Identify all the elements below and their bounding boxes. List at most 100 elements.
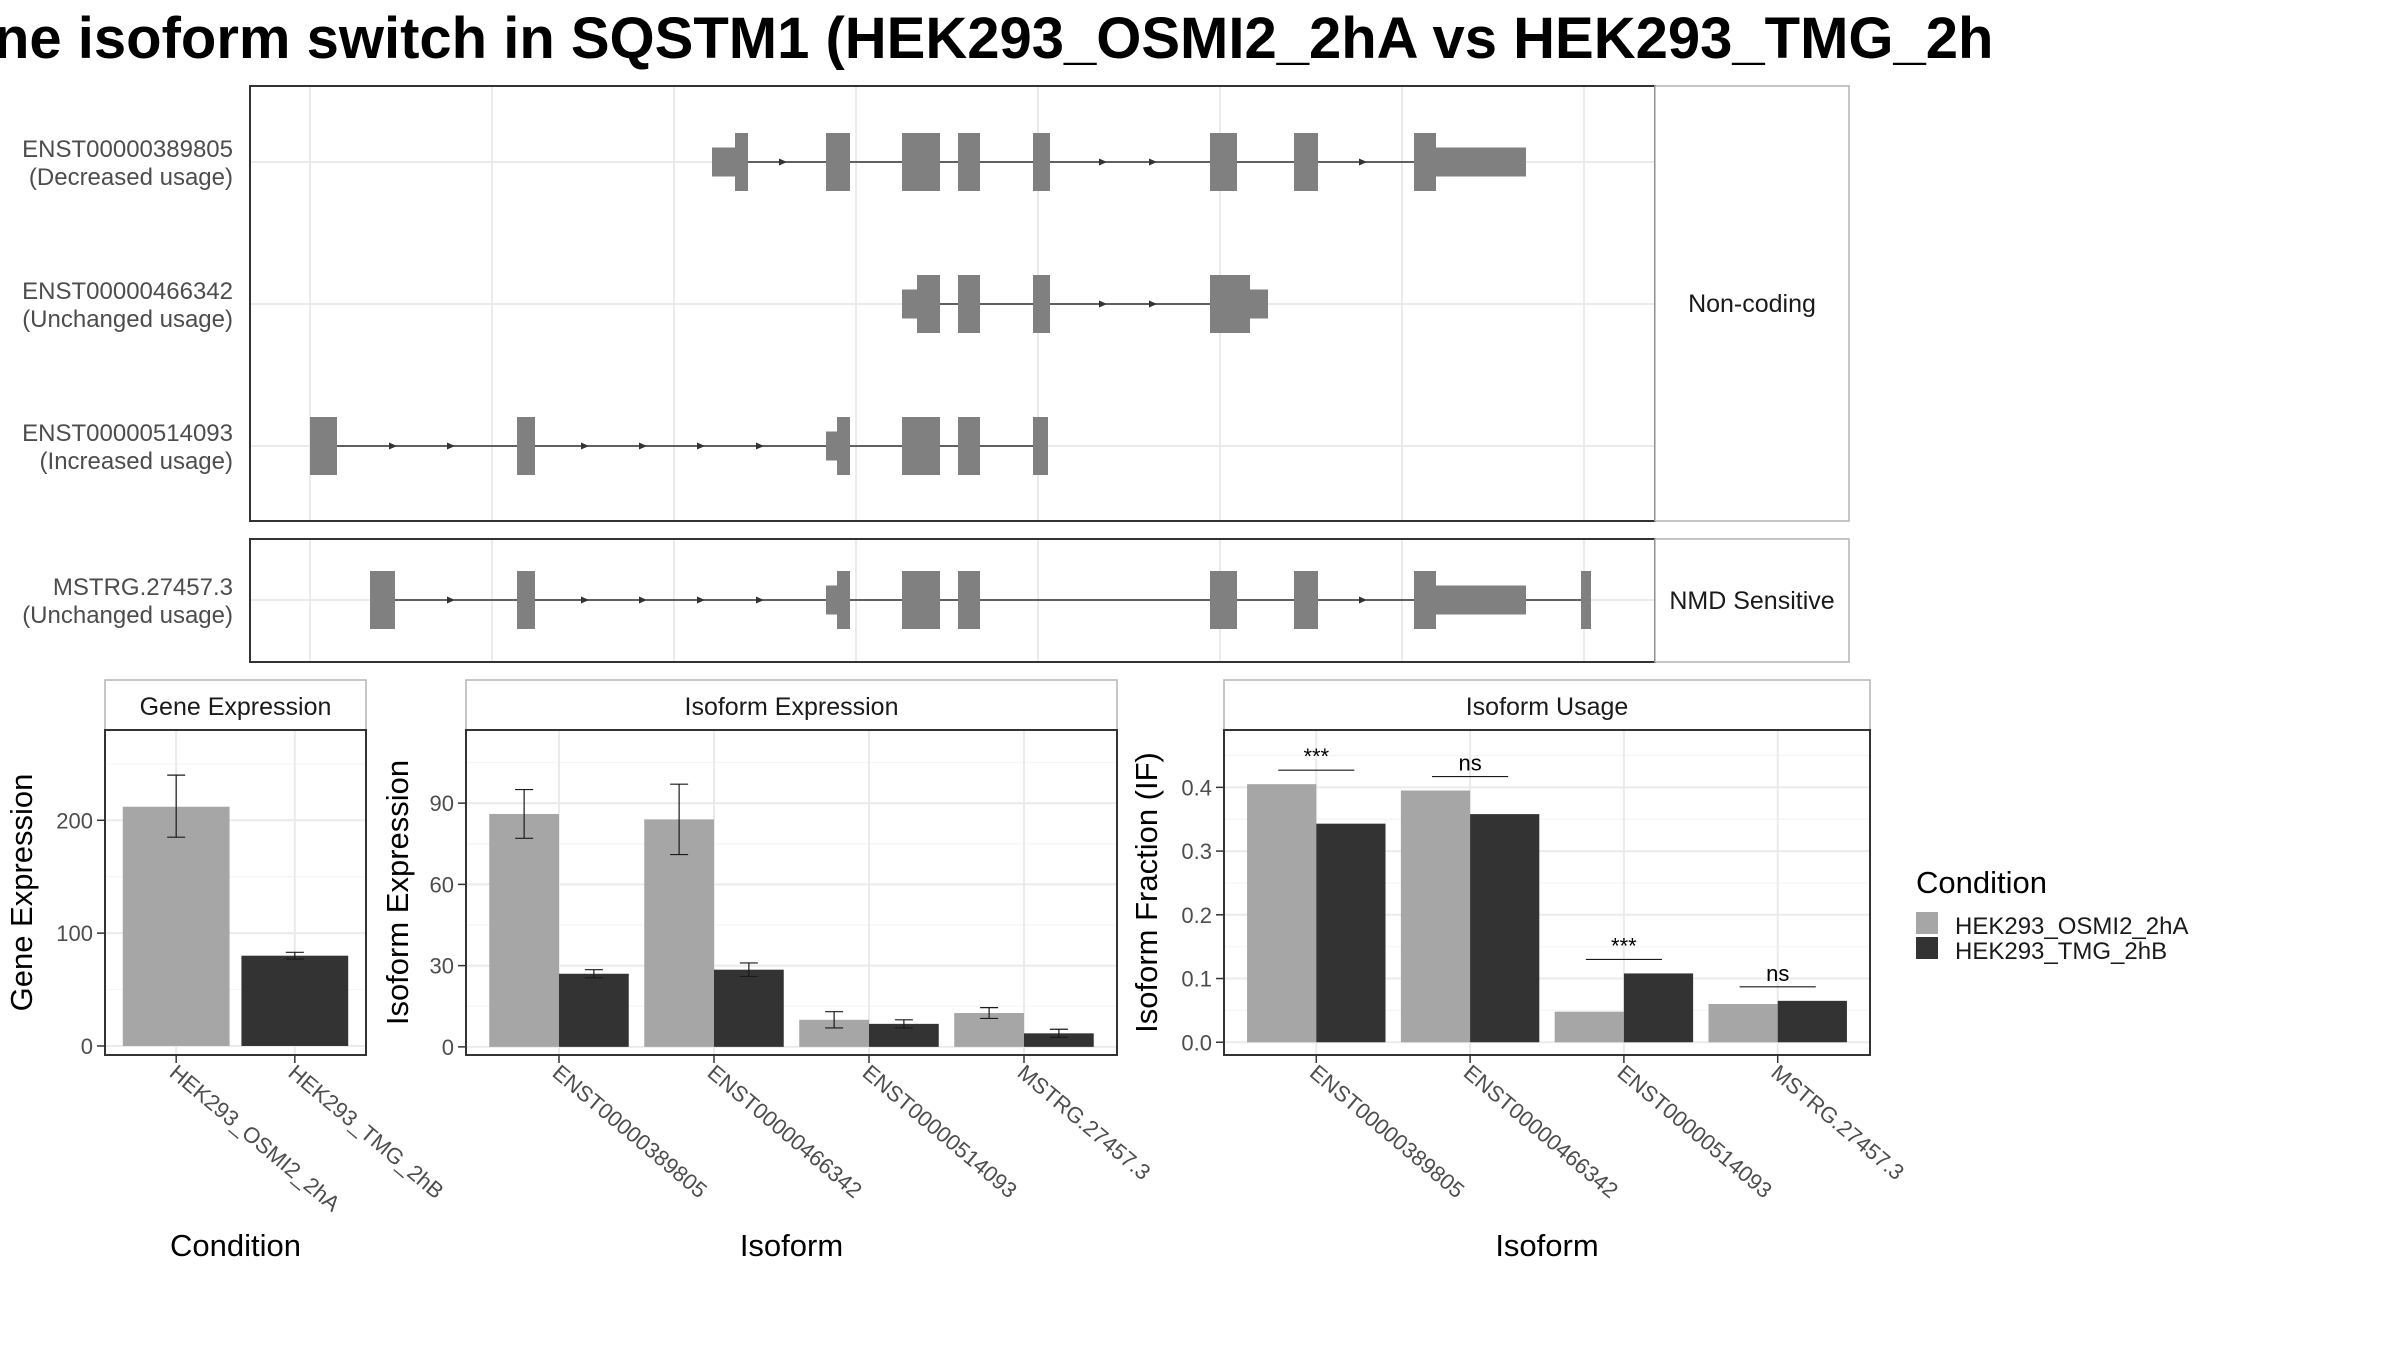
intron-arrow <box>697 442 705 450</box>
intron-arrow <box>1099 300 1107 308</box>
y-axis-title: Isoform Fraction (IF) <box>1129 752 1164 1033</box>
coding-exon <box>958 275 980 333</box>
coding-exon <box>958 133 980 191</box>
x-axis-title: Isoform <box>740 1228 843 1263</box>
x-tick-label: ENST00000466342 <box>1459 1060 1623 1203</box>
bar <box>644 819 714 1047</box>
y-tick-label: 0.4 <box>1181 775 1212 800</box>
coding-exon <box>917 275 940 333</box>
coding-exon <box>1581 571 1591 629</box>
utr-exon <box>902 289 917 319</box>
transcript-tracks-1 <box>310 133 1526 475</box>
transcript-panel-noncoding <box>249 85 1656 522</box>
coding-exon <box>837 571 850 629</box>
coding-exon <box>735 133 748 191</box>
y-tick-label: 60 <box>430 872 454 897</box>
bar <box>1708 1004 1778 1043</box>
transcript-label-usage: (Decreased usage) <box>29 164 233 191</box>
coding-exon <box>1033 133 1050 191</box>
coding-exon <box>1210 275 1250 333</box>
coding-exon <box>1033 417 1048 475</box>
intron-arrow <box>389 442 397 450</box>
panel-frame <box>465 729 1118 1056</box>
y-tick-label: 100 <box>56 921 93 946</box>
y-tick-label: 0 <box>442 1035 454 1060</box>
bar <box>1024 1033 1094 1047</box>
bar <box>714 969 784 1047</box>
y-axis-title: Gene Expression <box>4 774 39 1012</box>
coding-exon <box>837 417 850 475</box>
y-axis-title: Isoform Expression <box>380 760 415 1025</box>
bar <box>559 973 629 1047</box>
x-tick-label: ENST00000466342 <box>703 1060 867 1203</box>
x-tick-label: ENST00000389805 <box>548 1060 712 1203</box>
coding-exon <box>958 417 980 475</box>
bar <box>1247 784 1317 1043</box>
panel-strip-label: Isoform Usage <box>1466 693 1629 721</box>
intron-arrow <box>639 442 647 450</box>
utr-exon <box>1436 585 1526 615</box>
coding-exon <box>1414 571 1436 629</box>
y-tick-label: 0.1 <box>1181 967 1212 992</box>
utr-exon <box>712 147 735 177</box>
panel-strip <box>1223 679 1871 731</box>
intron-arrow <box>639 596 647 604</box>
coding-exon <box>902 417 940 475</box>
transcript-label-usage: (Increased usage) <box>40 448 233 475</box>
intron-arrow <box>756 596 764 604</box>
utr-exon <box>1250 289 1268 319</box>
x-tick-label: MSTRG.27457.3 <box>1013 1060 1156 1185</box>
y-tick-label: 0.0 <box>1181 1030 1212 1055</box>
bar <box>122 806 230 1046</box>
legend-title: Condition <box>1916 865 2047 900</box>
isoform-expression-panel: Isoform Expression 0 30 60 90 ENST00000389805… <box>380 679 1156 1263</box>
transcript-label-id: ENST00000466342 <box>22 278 233 305</box>
intron-arrow <box>581 596 589 604</box>
legend-label-b: HEK293_TMG_2hB <box>1955 938 2167 965</box>
x-axis-title: Condition <box>170 1228 301 1263</box>
intron-arrow <box>1359 596 1367 604</box>
y-tick-label: 200 <box>56 808 93 833</box>
y-tick-label: 0.2 <box>1181 903 1212 928</box>
panel-frame <box>104 729 367 1056</box>
y-tick-label: 0 <box>81 1034 93 1059</box>
coding-exon <box>1294 133 1318 191</box>
transcript-label-usage: (Unchanged usage) <box>22 602 233 629</box>
coding-exon <box>310 417 337 475</box>
legend-label-a: HEK293_OSMI2_2hA <box>1955 913 2188 940</box>
coding-exon <box>902 133 940 191</box>
panel-frame <box>1223 729 1871 1056</box>
intron-arrow <box>1099 158 1107 166</box>
strip-nmd-label: NMD Sensitive <box>1669 587 1834 615</box>
intron-arrow <box>697 596 705 604</box>
isoform-usage-panel: Isoform Usage *** ns *** ns 0.0 0.1 0.2 0.3 0.4 EN… <box>1129 679 1909 1263</box>
transcript-label-id: ENST00000514093 <box>22 420 233 447</box>
panel-strip <box>104 679 367 731</box>
significance-label: *** <box>1303 744 1329 769</box>
bar <box>1316 823 1386 1043</box>
strip-nmd: NMD Sensitive <box>1654 538 1850 663</box>
strip-noncoding-box <box>1654 85 1850 522</box>
strip-nmd-box <box>1654 538 1850 663</box>
coding-exon <box>902 571 940 629</box>
intron-arrow <box>1149 300 1157 308</box>
x-tick-label: ENST00000514093 <box>1613 1060 1777 1203</box>
intron-arrow <box>1359 158 1367 166</box>
bar <box>1470 814 1540 1043</box>
panel-strip-label: Gene Expression <box>140 693 332 721</box>
coding-exon <box>1414 133 1436 191</box>
coding-exon <box>1210 571 1237 629</box>
coding-exon <box>958 571 980 629</box>
panel-strip-label: Isoform Expression <box>685 693 899 721</box>
y-tick-label: 0.3 <box>1181 839 1212 864</box>
coding-exon <box>517 417 535 475</box>
strip-noncoding: Non-coding <box>1654 85 1850 522</box>
coding-exon <box>370 571 395 629</box>
bar <box>241 955 349 1046</box>
transcript-labels: ENST00000389805 (Decreased usage) ENST00… <box>22 136 233 629</box>
y-tick-label: 90 <box>430 791 454 816</box>
x-tick-label: ENST00000514093 <box>858 1060 1022 1203</box>
utr-exon <box>1436 147 1526 177</box>
significance-label: ns <box>1458 751 1481 776</box>
